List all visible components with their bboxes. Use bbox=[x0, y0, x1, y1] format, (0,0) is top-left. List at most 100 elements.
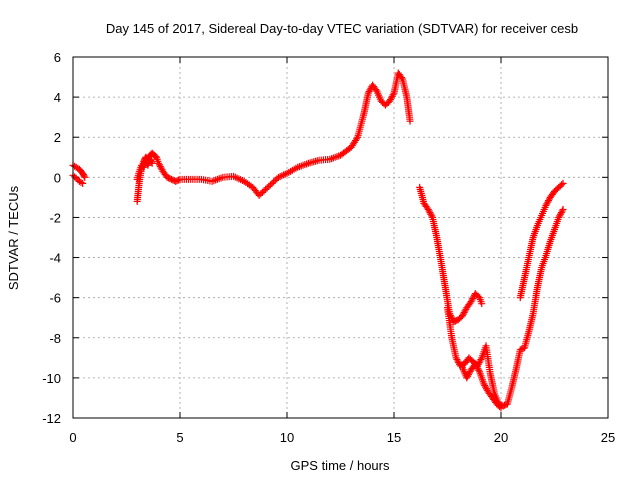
x-tick-label: 10 bbox=[280, 430, 294, 445]
data-point bbox=[471, 360, 479, 368]
data-point bbox=[364, 89, 372, 97]
y-tick-label: 4 bbox=[54, 90, 61, 105]
y-tick-label: -4 bbox=[49, 251, 61, 266]
data-point bbox=[278, 172, 286, 180]
data-point bbox=[387, 94, 395, 102]
data-point bbox=[453, 355, 461, 363]
data-point bbox=[425, 207, 433, 215]
data-point bbox=[461, 307, 469, 315]
data-point bbox=[544, 198, 552, 206]
x-tick-label: 15 bbox=[387, 430, 401, 445]
data-point bbox=[465, 369, 473, 377]
data-point bbox=[469, 294, 477, 302]
y-tick-label: 6 bbox=[54, 50, 61, 65]
axis-ticks bbox=[72, 56, 609, 419]
data-point bbox=[468, 296, 476, 304]
data-point bbox=[460, 309, 468, 317]
data-point bbox=[427, 210, 435, 218]
data-point bbox=[557, 209, 565, 217]
y-tick-label: 2 bbox=[54, 130, 61, 145]
data-point bbox=[482, 383, 490, 391]
data-point bbox=[478, 300, 486, 308]
y-tick-label: -10 bbox=[42, 371, 61, 386]
data-point bbox=[156, 163, 164, 171]
data-point bbox=[496, 403, 504, 411]
data-point bbox=[397, 74, 405, 82]
data-point bbox=[458, 312, 466, 320]
data-point bbox=[476, 357, 484, 365]
data-point bbox=[454, 357, 462, 365]
data-point bbox=[258, 188, 266, 196]
data-point bbox=[467, 298, 475, 306]
y-tick-label: -2 bbox=[49, 210, 61, 225]
data-point bbox=[157, 164, 165, 172]
data-point bbox=[388, 92, 396, 100]
data-point bbox=[81, 173, 89, 181]
data-point bbox=[72, 174, 80, 182]
data-point bbox=[263, 184, 271, 192]
x-axis-label: GPS time / hours bbox=[291, 458, 390, 473]
data-point bbox=[406, 117, 414, 125]
data-point bbox=[473, 363, 481, 371]
data-point bbox=[148, 159, 156, 167]
data-point bbox=[270, 178, 278, 186]
data-point bbox=[559, 179, 567, 187]
data-point bbox=[155, 159, 163, 167]
data-point bbox=[475, 366, 483, 374]
data-point bbox=[147, 158, 155, 166]
x-tick-label: 25 bbox=[601, 430, 615, 445]
data-point bbox=[77, 178, 85, 186]
y-tick-label: -6 bbox=[49, 291, 61, 306]
y-tick-label: -8 bbox=[49, 331, 61, 346]
data-point bbox=[387, 96, 395, 104]
data-point bbox=[558, 181, 566, 189]
data-point bbox=[545, 197, 553, 205]
y-tick-label: 0 bbox=[54, 170, 61, 185]
data-point bbox=[424, 205, 432, 213]
data-point bbox=[266, 181, 274, 189]
tick-labels: 0 5 10 15 20 25 -12 -10 -8 -6 -4 -2 0 2 4 6 bbox=[42, 50, 615, 445]
data-point bbox=[79, 179, 87, 187]
data-point bbox=[542, 201, 550, 209]
x-tick-label: 5 bbox=[176, 430, 183, 445]
data-point bbox=[558, 207, 566, 215]
data-point bbox=[386, 97, 394, 105]
data-point bbox=[459, 310, 467, 318]
data-point bbox=[481, 382, 489, 390]
data-point bbox=[464, 372, 472, 380]
data-point bbox=[274, 173, 282, 181]
data-point bbox=[426, 209, 434, 217]
data-point bbox=[280, 171, 288, 179]
data-point bbox=[452, 354, 460, 362]
data-point bbox=[482, 385, 490, 393]
data-point bbox=[472, 361, 480, 369]
data-point bbox=[262, 185, 270, 193]
data-point bbox=[372, 86, 380, 94]
data-point bbox=[260, 187, 268, 195]
data-point bbox=[175, 176, 183, 184]
data-point bbox=[265, 182, 273, 190]
data-point bbox=[353, 135, 361, 143]
data-point bbox=[543, 200, 551, 208]
data-points bbox=[69, 69, 567, 412]
grid-lines bbox=[73, 57, 608, 418]
data-point bbox=[556, 210, 564, 218]
data-point bbox=[463, 374, 471, 382]
data-point bbox=[257, 190, 265, 198]
data-point bbox=[80, 172, 88, 180]
data-point bbox=[474, 365, 482, 373]
data-point bbox=[428, 212, 436, 220]
data-point bbox=[155, 161, 163, 169]
y-tick-label: -12 bbox=[42, 411, 61, 426]
chart-title: Day 145 of 2017, Sidereal Day-to-day VTE… bbox=[106, 21, 578, 36]
data-point bbox=[271, 176, 279, 184]
data-point bbox=[276, 173, 284, 181]
data-point bbox=[268, 179, 276, 187]
x-tick-label: 0 bbox=[69, 430, 76, 445]
data-point bbox=[556, 212, 564, 220]
data-point bbox=[480, 380, 488, 388]
data-point bbox=[389, 91, 397, 99]
data-point bbox=[559, 205, 567, 213]
data-point bbox=[497, 404, 505, 412]
